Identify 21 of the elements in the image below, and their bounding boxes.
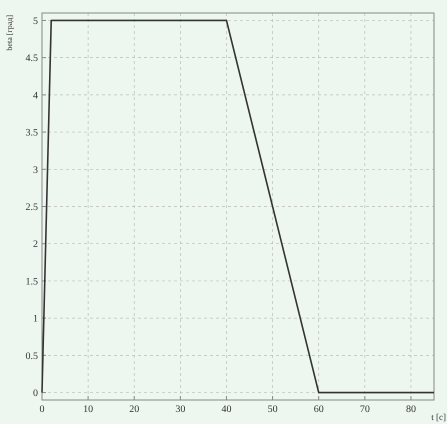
x-tick-label: 20 (129, 404, 140, 415)
y-tick-label: 1.5 (26, 276, 38, 288)
y-axis-title: beta [град] (5, 14, 14, 51)
y-tick-label: 0.5 (26, 350, 38, 362)
y-tick-label: 4 (33, 90, 38, 102)
y-tick-label: 0 (33, 388, 38, 400)
x-tick-label: 60 (314, 404, 324, 415)
x-tick-label: 50 (268, 404, 278, 415)
y-tick-label: 4.5 (26, 53, 38, 64)
y-tick-label: 2 (33, 239, 38, 250)
x-tick-label: 10 (83, 404, 94, 415)
y-tick-label: 2.5 (26, 202, 38, 213)
x-tick-label: 80 (406, 404, 416, 415)
y-tick-label: 3 (33, 164, 38, 176)
x-tick-label: 40 (221, 404, 232, 415)
x-axis-title: t [c] (431, 412, 446, 422)
y-tick-label: 5 (33, 16, 38, 27)
y-tick-label: 3.5 (26, 128, 38, 139)
x-tick-label: 30 (175, 404, 186, 415)
y-tick-label: 1 (33, 314, 38, 325)
x-tick-label: 70 (360, 404, 370, 415)
